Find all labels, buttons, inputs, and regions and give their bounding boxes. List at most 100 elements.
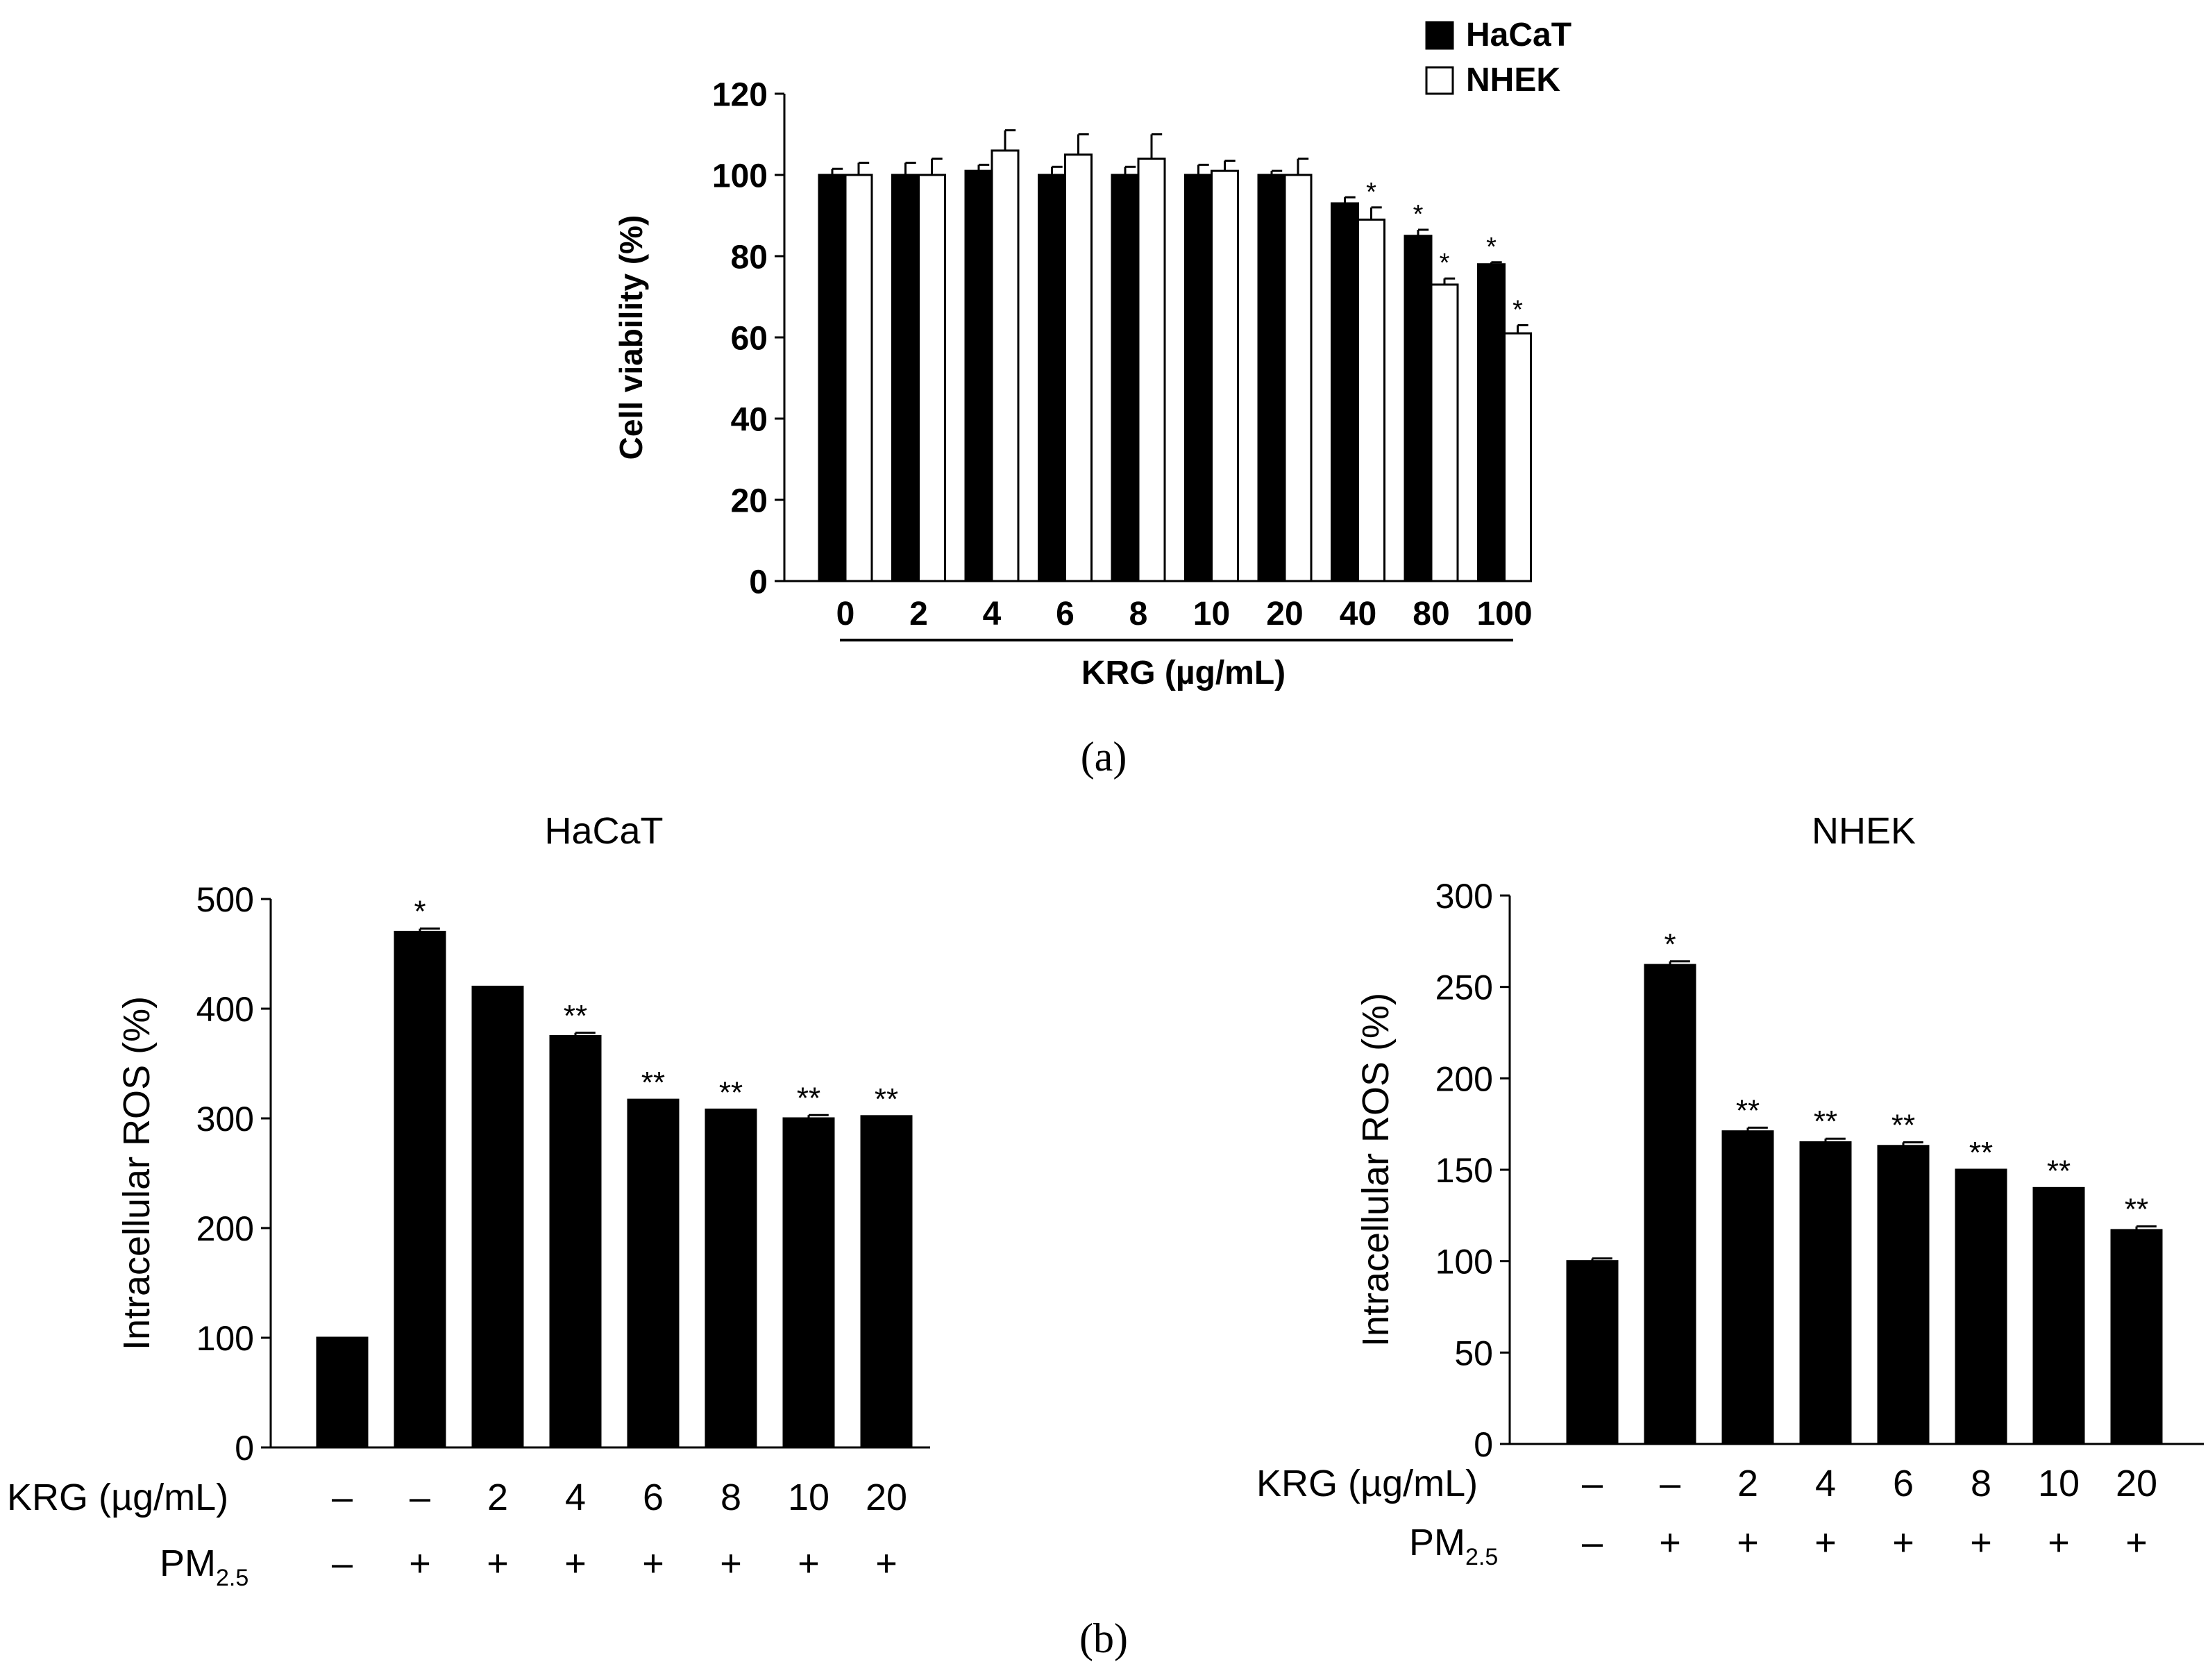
y-tick-label: 400 — [196, 990, 254, 1029]
significance-marker: * — [1512, 295, 1523, 324]
panel-b-label: (b) — [1079, 1615, 1128, 1661]
pm-treatment-marker: + — [2125, 1522, 2148, 1563]
y-tick-label: 60 — [731, 320, 768, 357]
krg-dose-label: 10 — [788, 1477, 829, 1518]
krg-dose-label: 4 — [1815, 1463, 1836, 1504]
pm-row-label: PM2.5 — [160, 1543, 248, 1591]
y-tick-label: 0 — [235, 1429, 254, 1468]
bar — [1064, 153, 1093, 582]
x-tick-label: 40 — [1340, 596, 1376, 632]
x-tick-label: 80 — [1413, 596, 1449, 632]
krg-dose-label: 2 — [1737, 1463, 1758, 1504]
pm-treatment-marker: + — [564, 1543, 587, 1584]
bar — [1877, 1145, 1930, 1445]
krg-dose-label: 6 — [1893, 1463, 1914, 1504]
bar — [1644, 964, 1696, 1445]
bar — [1211, 169, 1239, 582]
krg-row-label: KRG (µg/mL) — [7, 1477, 228, 1518]
bar — [1283, 174, 1313, 582]
krg-dose-label: 8 — [720, 1477, 741, 1518]
bar — [2032, 1186, 2085, 1445]
y-tick-label: 300 — [1435, 877, 1493, 916]
significance-marker: * — [1486, 233, 1497, 262]
y-tick-label: 100 — [1435, 1243, 1493, 1282]
krg-dose-label: 10 — [2038, 1463, 2080, 1504]
legend-swatch — [1425, 66, 1454, 95]
pm-treatment-marker: + — [1737, 1522, 1759, 1563]
bar — [918, 174, 946, 582]
y-tick-label: 500 — [196, 880, 254, 919]
bar — [394, 930, 446, 1449]
y-tick-label: 100 — [196, 1319, 254, 1358]
y-tick-label: 200 — [196, 1209, 254, 1248]
legend-label: HaCaT — [1466, 17, 1571, 53]
significance-marker: ** — [641, 1066, 665, 1100]
bar — [1038, 174, 1066, 582]
x-axis-label: KRG (µg/mL) — [1081, 655, 1286, 691]
y-tick-label: 80 — [731, 239, 768, 276]
pm-treatment-marker: – — [1582, 1522, 1603, 1563]
x-tick-label: 6 — [1056, 596, 1074, 632]
panel-a-label: (a) — [1081, 734, 1127, 780]
bar — [964, 169, 993, 582]
significance-marker: * — [1366, 178, 1376, 207]
significance-marker: * — [1664, 927, 1676, 961]
bar — [1184, 174, 1213, 582]
krg-dose-label: – — [410, 1477, 430, 1518]
bar — [2110, 1229, 2163, 1445]
krg-dose-label: 6 — [643, 1477, 664, 1518]
y-axis-label: Intracellular ROS (%) — [1355, 993, 1397, 1347]
significance-marker: * — [414, 895, 425, 929]
significance-marker: ** — [2125, 1193, 2148, 1227]
chart-title: HaCaT — [544, 810, 663, 852]
bar — [1799, 1141, 1852, 1445]
y-axis-label: Cell viability (%) — [613, 215, 649, 460]
bar — [891, 174, 920, 582]
bar — [1357, 218, 1385, 582]
pm-treatment-marker: – — [332, 1543, 353, 1584]
y-tick-label: 0 — [1474, 1425, 1493, 1464]
bar — [1721, 1130, 1774, 1445]
krg-dose-label: 20 — [866, 1477, 907, 1518]
bar — [1404, 235, 1433, 582]
krg-row-label: KRG (µg/mL) — [1256, 1463, 1478, 1504]
x-tick-label: 100 — [1476, 596, 1532, 632]
bar — [471, 985, 524, 1449]
significance-marker: ** — [2047, 1154, 2071, 1188]
pm-treatment-marker: + — [409, 1543, 431, 1584]
y-tick-label: 40 — [731, 401, 768, 438]
krg-dose-label: 2 — [487, 1477, 508, 1518]
pm-treatment-marker: + — [642, 1543, 664, 1584]
bar — [1477, 263, 1506, 582]
significance-marker: * — [1440, 249, 1450, 278]
significance-marker: ** — [564, 999, 587, 1033]
y-tick-label: 50 — [1454, 1334, 1493, 1372]
significance-marker: * — [1413, 200, 1424, 229]
krg-dose-label: – — [332, 1477, 353, 1518]
bar — [844, 174, 873, 582]
y-tick-label: 20 — [731, 482, 768, 519]
significance-marker: ** — [719, 1075, 743, 1109]
bar — [860, 1115, 913, 1449]
y-tick-label: 300 — [196, 1100, 254, 1139]
pm-treatment-marker: + — [1970, 1522, 1992, 1563]
pm-row-label-subscript: 2.5 — [1465, 1544, 1498, 1570]
bar — [1955, 1168, 2007, 1445]
y-tick-label: 250 — [1435, 968, 1493, 1007]
x-tick-label: 8 — [1129, 596, 1148, 632]
y-tick-label: 100 — [712, 158, 768, 194]
bar — [705, 1108, 757, 1449]
significance-marker: ** — [875, 1082, 898, 1116]
chart-ros-nhek: 0 50 100 150 200 250 300 Intracellular ROS (%) N… — [1256, 810, 2204, 1570]
pm-treatment-marker: + — [1814, 1522, 1837, 1563]
x-tick-label: 10 — [1193, 596, 1230, 632]
y-tick-label: 120 — [712, 76, 768, 113]
y-tick-label: 150 — [1435, 1151, 1493, 1190]
pm-row-label-subscript: 2.5 — [216, 1565, 248, 1591]
chart-cell-viability: 0 20 40 60 80 100 120 Cell viability (%) 0 2 4 6 8 10… — [613, 17, 1571, 691]
bar — [818, 174, 847, 582]
chart-ros-hacat: 0 100 200 300 400 500 Intracellular ROS (%) HaC… — [7, 810, 930, 1591]
x-tick-label: 4 — [983, 596, 1002, 632]
pm-treatment-marker: + — [875, 1543, 897, 1584]
